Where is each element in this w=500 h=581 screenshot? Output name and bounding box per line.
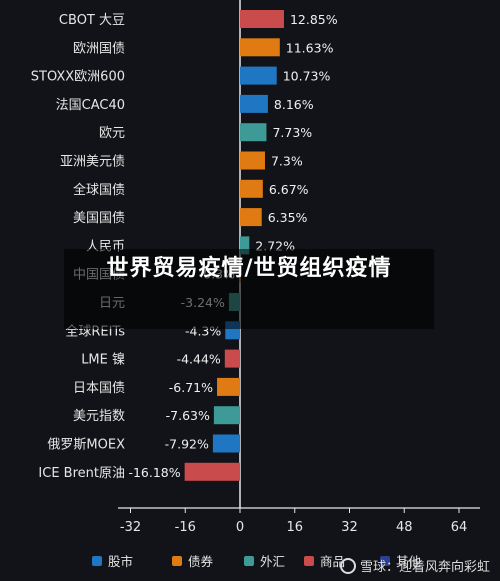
value-label: 7.3% — [271, 154, 303, 169]
value-label: 8.16% — [274, 97, 314, 112]
value-label: 6.35% — [268, 210, 308, 225]
legend-label: 债券 — [188, 554, 214, 569]
legend-swatch-4 — [304, 556, 314, 566]
x-tick-label: -32 — [120, 520, 141, 535]
bar-3 — [240, 66, 277, 85]
category-label: ICE Brent原油 — [38, 466, 125, 481]
legend-swatch-3 — [244, 556, 254, 566]
bar-7 — [240, 179, 263, 198]
value-label: -7.92% — [165, 437, 209, 452]
legend-swatch-5 — [380, 556, 390, 566]
category-label: 美元指数 — [73, 409, 125, 424]
bar-1 — [240, 10, 284, 28]
title-overlay-background — [64, 249, 434, 329]
value-label: -7.63% — [166, 408, 210, 423]
bar-17 — [184, 462, 240, 481]
category-label: STOXX欧洲600 — [31, 70, 125, 85]
legend-label: 商品 — [320, 554, 345, 569]
value-label: -4.44% — [177, 352, 221, 367]
category-label: 俄罗斯MOEX — [47, 438, 125, 453]
value-label: -6.71% — [169, 380, 213, 395]
legend-swatch-2 — [172, 556, 182, 566]
x-tick-label: 32 — [341, 520, 358, 535]
category-label: 美国国债 — [73, 211, 125, 226]
bar-5 — [240, 123, 267, 142]
bar-4 — [240, 94, 268, 113]
bar-9 — [240, 236, 250, 255]
legend-label: 外汇 — [260, 554, 285, 569]
bar-13 — [224, 349, 240, 368]
value-label: -16.18% — [128, 465, 180, 480]
value-label: 11.63% — [286, 40, 334, 55]
category-label: 欧洲国债 — [73, 41, 125, 56]
category-label: 法国CAC40 — [56, 98, 125, 113]
category-label: 日本国债 — [73, 381, 125, 396]
value-label: 10.73% — [283, 69, 331, 84]
bar-6 — [240, 151, 265, 170]
value-label: 6.67% — [269, 182, 309, 197]
bar-14 — [217, 377, 240, 396]
value-label: 12.85% — [290, 12, 338, 27]
bar-15 — [213, 406, 240, 425]
category-label: CBOT 大豆 — [59, 13, 125, 28]
overlay-title: 世界贸易疫情/世贸组织疫情 — [106, 256, 392, 281]
category-label: 欧元 — [99, 126, 125, 141]
category-label: 亚洲美元债 — [60, 155, 125, 170]
legend-swatch-1 — [92, 556, 102, 566]
watermark-text: 雪球：迎着风奔向彩虹 — [359, 560, 490, 575]
legend-label: 股市 — [108, 554, 133, 569]
x-tick-label: -16 — [175, 520, 196, 535]
watermark: 雪球：迎着风奔向彩虹 — [339, 556, 490, 575]
category-label: 全球国债 — [73, 182, 125, 198]
x-tick-label: 48 — [396, 520, 413, 535]
value-label: 7.73% — [272, 125, 312, 140]
bar-8 — [240, 208, 262, 227]
legend-label: 其他 — [396, 554, 422, 569]
category-label: LME 镍 — [81, 353, 125, 368]
bar-16 — [212, 434, 240, 453]
x-tick-label: 0 — [236, 520, 244, 535]
x-tick-label: 16 — [286, 520, 303, 535]
snowball-logo-icon — [339, 557, 356, 574]
x-tick-label: 64 — [451, 520, 468, 535]
bar-2 — [240, 38, 280, 57]
